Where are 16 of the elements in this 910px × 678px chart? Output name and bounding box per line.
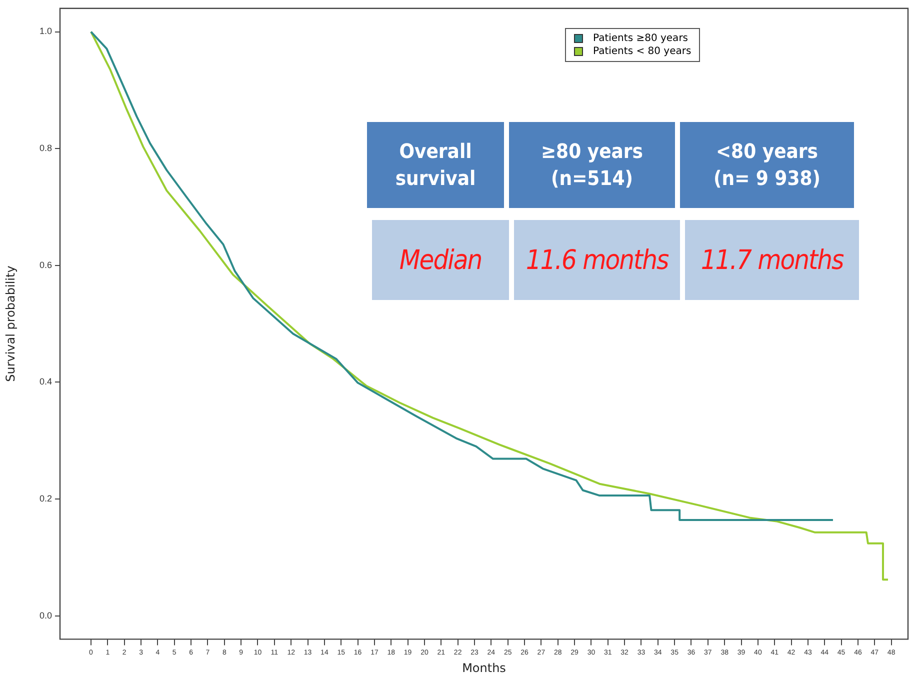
y-tick-label: 0.2 [39,494,52,504]
annotation: Overall survival [367,122,504,208]
annotation: ≥80 years (n=514) [509,122,675,208]
annotation: Median [372,220,509,300]
y-tick-label: 0.8 [39,143,52,154]
y-tick-label: 0.6 [39,260,52,270]
y-tick-label: 0.0 [39,610,52,620]
annotation: 11.7 months [685,220,859,300]
annotation: 11.6 months [514,220,680,300]
y-tick-label: 1.0 [39,26,52,36]
legend-label: Patients < 80 years [593,45,692,58]
y-tick-label: 0.4 [39,376,52,387]
legend-label: Patients ≥80 years [593,32,688,45]
annotation: <80 years (n= 9 938) [680,122,854,208]
x-axis-title: Months [462,660,506,675]
y-axis-title: Survival probability [3,266,18,382]
